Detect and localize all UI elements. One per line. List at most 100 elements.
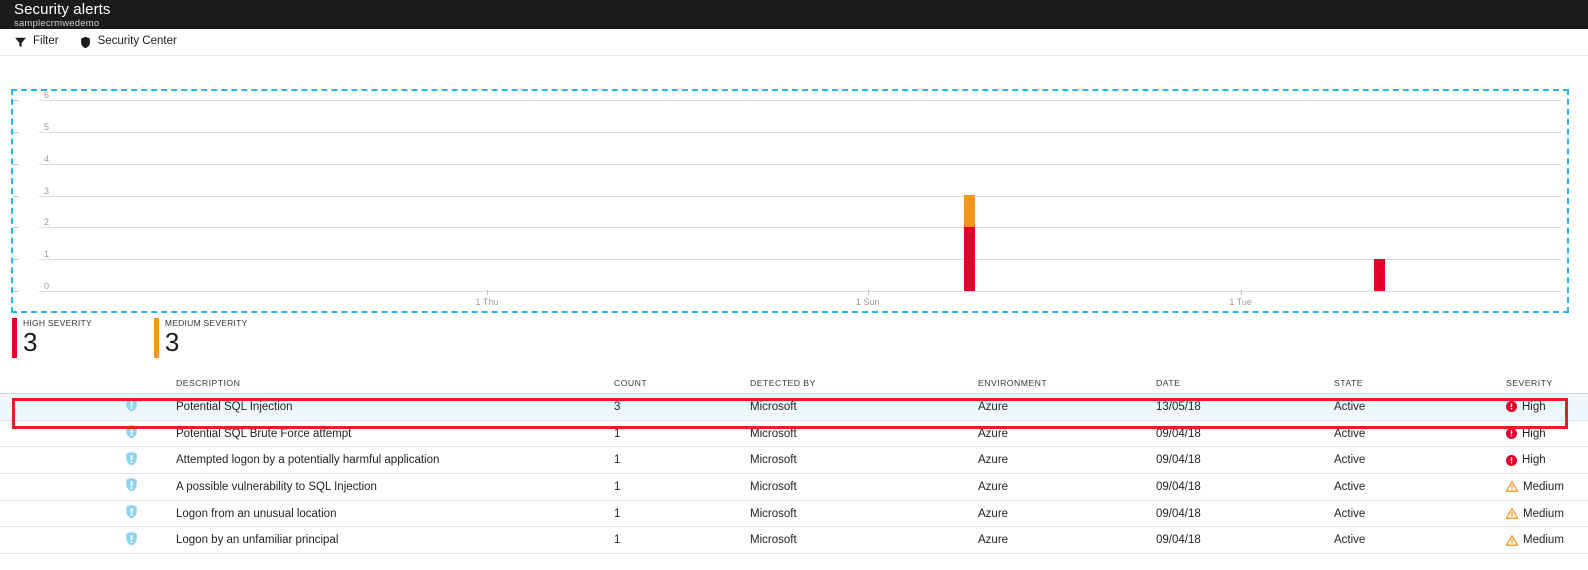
cell-count: 1 (614, 480, 621, 493)
cell-description: Logon from an unusual location (176, 507, 337, 520)
chart-x-tick-label: 1 Tue (1229, 297, 1252, 307)
column-header-label: SEVERITY (1506, 377, 1553, 388)
page-subtitle: samplecrmwedemo (14, 18, 100, 29)
cell-detected-by: Microsoft (750, 534, 797, 547)
chart-y-tick-label: 6 (43, 90, 49, 100)
chart-gridline (39, 131, 1561, 133)
page-header: Security alerts samplecrmwedemo (0, 0, 1588, 29)
cell-state: Active (1334, 400, 1366, 413)
cell-severity: Medium (1506, 508, 1588, 520)
severity-label: Medium (1523, 507, 1564, 520)
command-security-center-button[interactable]: Security Center (79, 29, 177, 55)
column-header-state[interactable]: STATE (1334, 378, 1506, 388)
chart-y-tick-label: 1 (43, 249, 49, 260)
cell-date: 09/04/18 (1156, 427, 1201, 440)
table-row[interactable]: Logon by an unfamiliar principal 1 Micro… (0, 527, 1588, 555)
cell-date: 13/05/18 (1156, 400, 1201, 413)
severity-label: High (1522, 454, 1546, 467)
chart-y-tick-mark (13, 291, 18, 292)
cell-state: Active (1334, 480, 1366, 493)
row-alert-icon (0, 424, 176, 443)
chart-bar[interactable] (964, 132, 976, 291)
cell-severity: Medium (1506, 534, 1588, 546)
chart-bar-segment (964, 227, 976, 291)
cell-state: Active (1334, 534, 1366, 547)
column-header-label: ENVIRONMENT (978, 377, 1048, 388)
column-header-severity[interactable]: SEVERITY (1506, 378, 1588, 388)
cell-environment: Azure (978, 454, 1009, 467)
high-severity-icon (1506, 428, 1517, 440)
summary-tile-medium-severity[interactable]: MEDIUM SEVERITY 3 (153, 318, 248, 358)
column-header-detected_by[interactable]: DETECTED BY (750, 378, 978, 388)
chart-x-axis: 1 Thu 1 Sun 1 Tue (13, 290, 1567, 309)
severity-summary-tiles: HIGH SEVERITY 3 MEDIUM SEVERITY 3 (12, 318, 248, 358)
row-alert-icon (0, 531, 176, 550)
alert-shield-icon (125, 397, 138, 413)
chart-y-tick-mark (13, 131, 18, 133)
row-alert-icon (0, 451, 176, 470)
alert-shield-icon (125, 504, 138, 520)
table-row[interactable]: Potential SQL Brute Force attempt 1 Micr… (0, 421, 1588, 448)
command-filter-button[interactable]: Filter (14, 29, 59, 55)
cell-severity: Medium (1506, 481, 1588, 493)
chart-y-tick-label: 2 (43, 217, 49, 228)
cell-environment: Azure (978, 400, 1009, 413)
cell-date: 09/04/18 (1156, 480, 1201, 493)
chart-x-tick-mark (1240, 290, 1242, 295)
cell-detected-by: Microsoft (750, 454, 797, 467)
cell-count: 1 (614, 534, 621, 547)
table-row[interactable]: Logon from an unusual location 1 Microso… (0, 501, 1588, 528)
column-header-description[interactable]: DESCRIPTION (176, 378, 614, 388)
chart-y-tick-mark (13, 195, 18, 197)
chart-y-tick-mark (13, 259, 18, 261)
chart-gridline (39, 195, 1561, 197)
column-header-date[interactable]: DATE (1156, 378, 1334, 388)
cell-severity: High (1506, 401, 1588, 413)
column-header-label: DETECTED BY (750, 377, 816, 388)
command-bar: Filter Security Center (0, 29, 1588, 56)
cell-description: Attempted logon by a potentially harmful… (176, 454, 440, 467)
cell-environment: Azure (978, 507, 1009, 520)
severity-label: Medium (1523, 480, 1564, 493)
chart-bar[interactable] (1374, 259, 1386, 291)
cell-description: A possible vulnerability to SQL Injectio… (176, 480, 377, 493)
column-header-count[interactable]: COUNT (614, 378, 750, 388)
column-header-environment[interactable]: ENVIRONMENT (978, 378, 1156, 388)
cell-state: Active (1334, 454, 1366, 467)
table-header-row: DESCRIPTION COUNT DETECTED BY ENVIRONMEN… (0, 372, 1588, 394)
chart-plot-area: 6 5 4 3 2 1 0 (13, 90, 1567, 311)
cell-detected-by: Microsoft (750, 507, 797, 520)
funnel-icon (14, 36, 27, 49)
chart-y-tick-mark (13, 163, 18, 165)
severity-label: High (1522, 400, 1546, 413)
chart-bar-segment (1374, 259, 1386, 291)
row-alert-icon (0, 397, 176, 416)
shield-icon (79, 36, 92, 49)
table-row[interactable]: A possible vulnerability to SQL Injectio… (0, 474, 1588, 501)
cell-state: Active (1334, 507, 1366, 520)
summary-tile-high-severity[interactable]: HIGH SEVERITY 3 (12, 318, 92, 358)
page-title: Security alerts (14, 1, 111, 18)
tile-value: 3 (23, 327, 38, 357)
row-alert-icon (0, 477, 176, 496)
alerts-table: DESCRIPTION COUNT DETECTED BY ENVIRONMEN… (0, 372, 1588, 555)
cell-detected-by: Microsoft (750, 480, 797, 493)
cell-description: Potential SQL Brute Force attempt (176, 427, 352, 440)
command-label: Filter (33, 35, 59, 48)
cell-detected-by: Microsoft (750, 400, 797, 413)
tile-label: MEDIUM SEVERITY (164, 318, 248, 328)
severity-label: Medium (1523, 534, 1564, 547)
high-severity-icon (1506, 401, 1517, 413)
alert-shield-icon (125, 451, 138, 467)
chart-x-tick-label: 1 Sun (855, 297, 880, 307)
chart-gridline (39, 163, 1561, 165)
cell-state: Active (1334, 427, 1366, 440)
tile-label: HIGH SEVERITY (23, 318, 92, 328)
chart-y-tick-label: 0 (43, 281, 49, 291)
table-row[interactable]: Attempted logon by a potentially harmful… (0, 447, 1588, 475)
table-row[interactable]: Potential SQL Injection 3 Microsoft Azur… (0, 394, 1588, 421)
alert-shield-icon (125, 531, 138, 547)
cell-count: 1 (614, 454, 621, 467)
cell-date: 09/04/18 (1156, 507, 1201, 520)
cell-count: 1 (614, 427, 621, 440)
